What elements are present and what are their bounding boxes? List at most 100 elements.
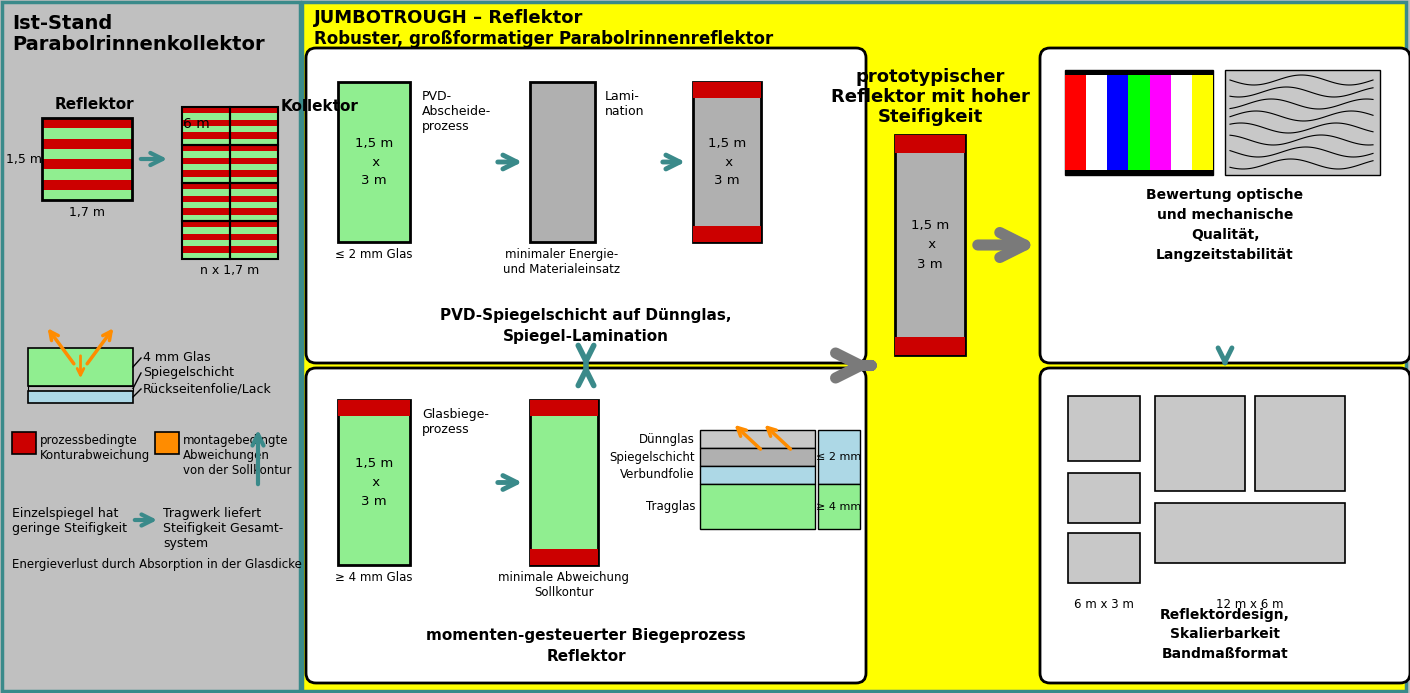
Bar (230, 107, 278, 145)
Bar (530, 400, 598, 416)
Bar (1067, 473, 1141, 523)
Bar (182, 145, 230, 183)
Bar (183, 107, 228, 114)
Text: Rückseitenfolie/Lack: Rückseitenfolie/Lack (142, 382, 272, 395)
Text: JUMBOTROUGH – Reflektor: JUMBOTROUGH – Reflektor (314, 9, 584, 27)
Bar (1086, 75, 1107, 170)
Text: 1,5 m
 x
3 m: 1,5 m x 3 m (708, 137, 746, 188)
Bar (182, 221, 230, 259)
Text: 1,5 m
 x
3 m: 1,5 m x 3 m (355, 137, 393, 188)
Text: Einzelspiegel hat: Einzelspiegel hat (13, 507, 118, 520)
Bar (231, 202, 276, 209)
FancyBboxPatch shape (306, 368, 866, 683)
Text: Bewertung optische: Bewertung optische (1146, 188, 1304, 202)
Bar (692, 82, 761, 98)
Bar (155, 432, 179, 454)
Text: 6 m x 3 m: 6 m x 3 m (1074, 598, 1134, 611)
Bar (183, 183, 228, 189)
Text: Reflektor: Reflektor (546, 649, 626, 664)
Bar (42, 190, 133, 200)
Text: geringe Steifigkeit: geringe Steifigkeit (13, 522, 127, 535)
Bar (183, 215, 228, 221)
Bar (183, 177, 228, 183)
Bar (692, 82, 761, 242)
Bar (818, 484, 860, 529)
Text: Spiegelschicht: Spiegelschicht (609, 450, 695, 464)
Bar (28, 391, 133, 403)
Text: 4 mm Glas: 4 mm Glas (142, 351, 210, 364)
Bar (183, 170, 228, 177)
Text: 1,5 m
 x
3 m: 1,5 m x 3 m (355, 457, 393, 508)
Text: Bandmaßformat: Bandmaßformat (1162, 647, 1289, 661)
Bar (1065, 75, 1086, 170)
Bar (699, 430, 815, 448)
Text: Parabolrinnenkollektor: Parabolrinnenkollektor (13, 35, 265, 54)
Bar (231, 139, 276, 145)
FancyBboxPatch shape (306, 48, 866, 363)
Text: ≤ 2 mm: ≤ 2 mm (816, 452, 862, 462)
Bar (183, 221, 228, 227)
Bar (1067, 396, 1141, 461)
Bar (231, 209, 276, 215)
Text: Robuster, großformatiger Parabolrinnenreflektor: Robuster, großformatiger Parabolrinnenre… (314, 30, 773, 48)
Bar (530, 400, 598, 565)
Bar (895, 135, 964, 355)
Bar (1170, 75, 1191, 170)
Bar (183, 132, 228, 139)
Bar (231, 114, 276, 120)
Text: n x 1,7 m: n x 1,7 m (200, 264, 259, 277)
Text: Verbundfolie: Verbundfolie (620, 468, 695, 482)
Text: Ist-Stand: Ist-Stand (13, 14, 113, 33)
Text: ≥ 4 mm: ≥ 4 mm (816, 502, 862, 511)
Text: Skalierbarkeit: Skalierbarkeit (1170, 627, 1280, 641)
Bar (818, 430, 860, 484)
Bar (42, 128, 133, 139)
Bar (183, 253, 228, 259)
Text: Spiegel-Lamination: Spiegel-Lamination (503, 329, 668, 344)
Bar (692, 226, 761, 242)
Text: prototypischer: prototypischer (856, 68, 1005, 86)
Bar (1149, 75, 1170, 170)
Bar (42, 179, 133, 190)
Bar (231, 151, 276, 158)
Text: Steifigkeit: Steifigkeit (877, 108, 983, 126)
Text: Tragwerk liefert: Tragwerk liefert (164, 507, 261, 520)
Bar (230, 183, 278, 221)
Bar (183, 202, 228, 209)
Bar (231, 120, 276, 126)
Bar (530, 82, 595, 242)
Bar (699, 466, 815, 484)
Bar (530, 549, 598, 565)
Bar (182, 107, 230, 145)
Bar (182, 183, 230, 221)
Bar (1065, 70, 1213, 175)
Bar (895, 135, 964, 153)
Bar (1128, 75, 1149, 170)
Bar (231, 240, 276, 246)
Bar (183, 120, 228, 126)
Bar (230, 145, 278, 183)
Bar (231, 227, 276, 234)
Bar (42, 169, 133, 179)
Bar (1, 2, 300, 691)
Bar (183, 240, 228, 246)
Bar (183, 126, 228, 132)
Bar (231, 164, 276, 170)
Text: Glasbiege-
prozess: Glasbiege- prozess (422, 408, 489, 436)
Bar (231, 145, 276, 151)
Bar (13, 432, 37, 454)
Text: und mechanische: und mechanische (1156, 208, 1293, 222)
Text: minimale Abweichung
Sollkontur: minimale Abweichung Sollkontur (499, 571, 629, 599)
FancyBboxPatch shape (1041, 368, 1410, 683)
Bar (231, 253, 276, 259)
Text: minimaler Energie-
und Materialeinsatz: minimaler Energie- und Materialeinsatz (503, 248, 620, 276)
Bar (231, 215, 276, 221)
Bar (183, 139, 228, 145)
Bar (338, 400, 410, 565)
Text: 1,7 m: 1,7 m (69, 206, 104, 219)
Bar (183, 114, 228, 120)
Bar (183, 189, 228, 195)
Bar (183, 158, 228, 164)
Bar (231, 195, 276, 202)
Text: montagebedingte
Abweichungen
von der Sollkontur: montagebedingte Abweichungen von der Sol… (183, 434, 292, 477)
